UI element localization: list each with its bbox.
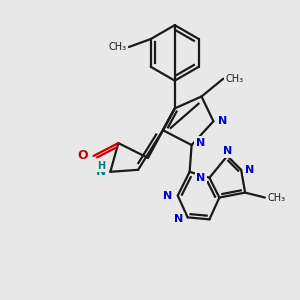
Text: O: O [77,149,88,162]
Text: N: N [174,214,184,224]
Text: N: N [196,173,206,183]
Text: N: N [163,190,172,201]
Text: CH₃: CH₃ [268,193,286,202]
Text: N: N [223,146,232,156]
Text: H: H [97,161,105,171]
Text: N: N [245,165,254,175]
Text: N: N [196,138,205,148]
Text: CH₃: CH₃ [225,74,243,84]
Text: CH₃: CH₃ [109,42,127,52]
Text: N: N [218,116,228,126]
Text: N: N [95,165,105,178]
